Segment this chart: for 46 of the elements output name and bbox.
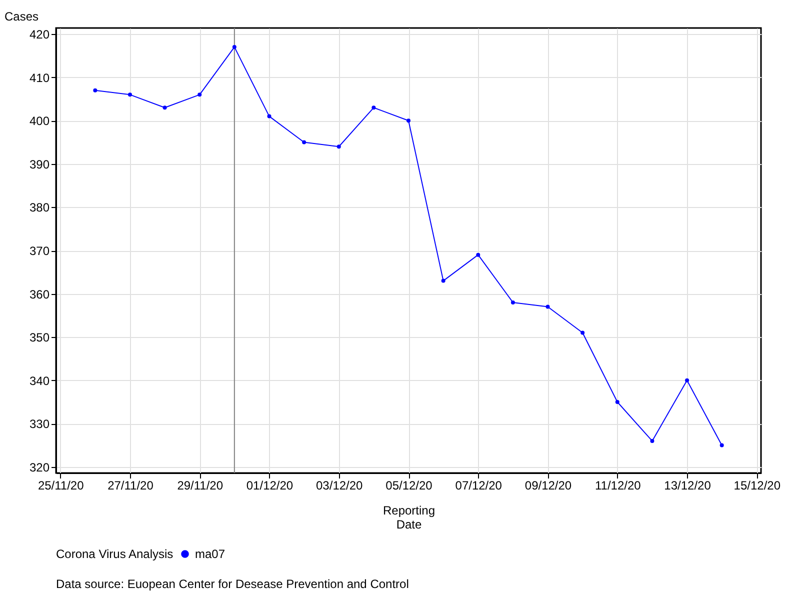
point <box>128 92 132 97</box>
point <box>267 114 272 118</box>
y-tick-label: 380 <box>29 200 50 215</box>
point <box>406 118 410 123</box>
point <box>615 400 620 404</box>
point <box>162 106 167 110</box>
x-tick-label: 07/12/20 <box>455 478 502 492</box>
point <box>510 300 515 304</box>
point <box>441 278 446 283</box>
y-tick-label: 370 <box>29 244 50 258</box>
y-axis-title: Cases <box>4 10 39 24</box>
y-tick-label: 400 <box>29 114 50 128</box>
point <box>580 330 585 335</box>
y-tick-label: 360 <box>29 287 50 302</box>
point <box>650 438 654 443</box>
x-tick-label: 09/12/20 <box>524 478 572 492</box>
x-tick-label: 11/12/20 <box>594 478 642 492</box>
x-axis-title: Reporting Date <box>382 504 436 532</box>
point <box>232 45 236 50</box>
source-note: Data source: Euopean Center for Desease Prevention and Control <box>56 577 409 591</box>
point <box>476 252 480 257</box>
y-tick-label: 390 <box>29 157 50 172</box>
x-tick-label: 29/11/20 <box>177 478 224 492</box>
y-tick-label: 330 <box>29 417 50 432</box>
y-tick-label: 410 <box>29 70 50 85</box>
legend-label: ma07 <box>195 547 226 561</box>
x-tick-label: 05/12/20 <box>386 478 433 492</box>
y-tick-label: 350 <box>29 330 50 345</box>
y-tick-label: 320 <box>29 460 50 474</box>
point <box>685 378 690 382</box>
point <box>336 144 341 149</box>
x-tick-label: 13/12/20 <box>664 478 712 492</box>
x-tick-label: 25/11/20 <box>38 478 84 492</box>
point <box>302 140 306 144</box>
point <box>198 92 202 97</box>
x-tick-label: 01/12/20 <box>246 478 294 492</box>
x-tick-label: 15/12/20 <box>734 478 781 492</box>
point <box>372 106 376 110</box>
x-tick-label: 03/12/20 <box>316 478 364 492</box>
y-tick-label: 420 <box>29 28 50 42</box>
point <box>93 88 98 92</box>
point <box>546 304 550 309</box>
point <box>720 443 724 448</box>
y-tick-label: 340 <box>29 374 50 388</box>
x-tick-label: 27/11/20 <box>108 478 154 492</box>
legend-title: Corona Virus Analysis <box>56 547 174 561</box>
